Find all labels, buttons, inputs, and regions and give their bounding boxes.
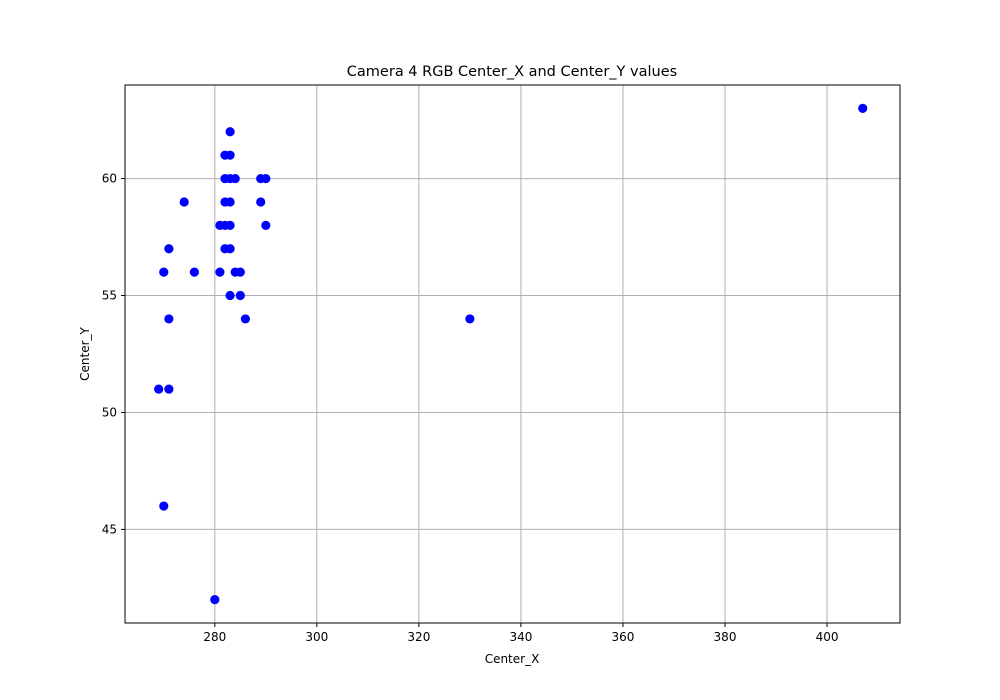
data-point: [164, 314, 174, 324]
y-tick-label: 60: [102, 172, 117, 186]
data-point: [235, 290, 245, 301]
x-tick-label: 380: [714, 630, 737, 644]
x-tick-label: 280: [203, 630, 226, 644]
x-tick-label: 300: [305, 630, 328, 644]
data-point: [189, 267, 199, 277]
x-tick-label: 400: [816, 630, 839, 644]
data-point: [159, 501, 169, 511]
y-tick-label: 50: [102, 405, 117, 419]
x-axis-ticks: 280 300 320 340 360 380 400: [203, 623, 838, 644]
data-point: [225, 220, 235, 230]
data-point: [225, 290, 235, 301]
data-point: [858, 103, 868, 113]
data-point: [256, 197, 266, 207]
data-point: [210, 595, 220, 605]
y-tick-label: 45: [102, 522, 117, 536]
chart-title: Camera 4 RGB Center_X and Center_Y value…: [347, 64, 677, 80]
data-point: [261, 173, 271, 184]
plot-frame: [124, 84, 901, 624]
data-point: [465, 314, 475, 324]
data-point: [159, 267, 169, 277]
data-point: [225, 127, 235, 137]
y-tick-label: 55: [102, 289, 117, 303]
data-point: [179, 197, 189, 207]
y-axis-label: Center_Y: [78, 326, 92, 380]
data-point: [230, 173, 240, 184]
data-point: [240, 314, 251, 324]
data-point: [154, 384, 164, 394]
data-point: [261, 220, 271, 230]
data-point: [215, 267, 225, 277]
y-axis-ticks: 45 50 55 60: [102, 172, 125, 536]
data-point: [164, 384, 174, 394]
x-tick-label: 340: [509, 630, 532, 644]
data-point: [225, 197, 235, 207]
data-point: [164, 244, 174, 254]
x-tick-label: 360: [612, 630, 635, 644]
data-point: [235, 267, 245, 277]
data-point: [225, 244, 235, 254]
x-axis-label: Center_X: [485, 652, 540, 666]
data-points: [154, 103, 868, 605]
data-point: [225, 150, 235, 160]
grid-lines: [125, 85, 900, 623]
x-tick-label: 320: [407, 630, 430, 644]
